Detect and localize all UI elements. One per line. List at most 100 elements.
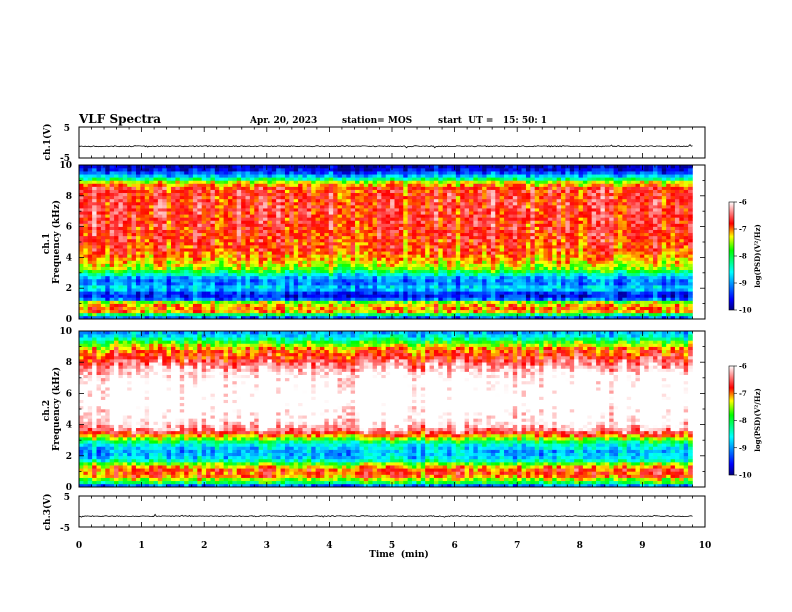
spectrogram-cell: [320, 291, 325, 295]
spectrogram-cell: [153, 254, 159, 258]
spectrogram-cell: [227, 245, 233, 249]
spectrogram-cell: [114, 168, 119, 172]
spectrogram-cell: [320, 201, 325, 206]
spectrogram-cell: [175, 198, 181, 203]
spectrogram-cell: [355, 177, 360, 181]
spectrogram-cell: [127, 254, 132, 258]
spectrogram-cell: [96, 180, 102, 184]
spectrogram-cell: [346, 217, 351, 221]
spectrogram-cell: [197, 248, 202, 252]
spectrogram-cell: [109, 297, 115, 301]
spectrogram-cell: [206, 174, 211, 178]
spectrogram-cell: [263, 211, 268, 215]
spectrogram-cell: [223, 183, 229, 187]
spectrogram-cell: [162, 263, 167, 267]
spectrogram-cell: [390, 275, 395, 280]
spectrogram-cell: [495, 291, 500, 295]
spectrogram-cell: [140, 177, 146, 181]
spectrogram-cell: [83, 171, 89, 175]
spectrogram-cell: [153, 183, 159, 187]
spectrogram-cell: [192, 248, 198, 252]
spectrogram-cell: [114, 269, 119, 274]
spectrogram-cell: [184, 263, 189, 267]
spectrogram-cell: [114, 291, 119, 295]
spectrogram-cell: [490, 291, 496, 295]
spectrogram-cell: [127, 198, 132, 203]
spectrogram-cell: [320, 288, 325, 292]
spectrogram-cell: [249, 211, 255, 215]
spectrogram-cell: [227, 282, 233, 286]
spectrogram-cell: [140, 312, 146, 317]
spectrogram-cell: [311, 248, 316, 252]
spectrogram-cell: [455, 248, 461, 252]
spectrogram-cell: [92, 288, 97, 292]
spectrogram-cell: [284, 263, 290, 267]
spectrogram-cell: [140, 186, 146, 190]
spectrogram-cell: [385, 266, 391, 271]
spectrogram-cell: [350, 189, 356, 194]
spectrogram-cell: [490, 278, 496, 283]
spectrogram-cell: [135, 229, 141, 234]
spectrogram-cell: [376, 294, 382, 298]
spectrogram-cell: [276, 229, 281, 234]
spectrogram-cell: [219, 201, 224, 206]
spectrogram-cell: [460, 266, 465, 271]
spectrogram-cell: [359, 171, 365, 175]
spectrogram-cell: [118, 229, 124, 234]
spectrogram-cell: [197, 303, 202, 307]
spectrogram-cell: [495, 177, 500, 181]
spectrogram-cell: [192, 251, 198, 255]
spectrogram-cell: [293, 257, 299, 261]
spectrogram-cell: [477, 315, 483, 320]
spectrogram-cell: [504, 282, 509, 286]
spectrogram-cell: [328, 294, 334, 298]
spectrogram-cell: [131, 189, 137, 194]
spectrogram-cell: [381, 226, 387, 230]
spectrogram-cell: [210, 223, 216, 227]
spectrogram-cell: [438, 312, 443, 317]
spectrogram-cell: [333, 186, 338, 190]
spectrogram-cell: [232, 165, 238, 169]
spectrogram-cell: [376, 208, 382, 212]
spectrogram-cell: [372, 257, 378, 261]
spectrogram-cell: [398, 312, 404, 317]
spectrogram-cell: [499, 205, 505, 209]
spectrogram-cell: [87, 297, 93, 301]
spectrogram-cell: [368, 229, 373, 234]
spectrogram-cell: [311, 285, 316, 289]
spectrogram-cell: [236, 198, 242, 203]
spectrogram-cell: [96, 248, 102, 252]
spectrogram-cell: [92, 285, 97, 289]
spectrogram-cell: [464, 223, 470, 227]
spectrogram-cell: [298, 269, 303, 274]
spectrogram-cell: [385, 165, 391, 169]
spectrogram-cell: [79, 266, 84, 271]
spectrogram-cell: [157, 208, 163, 212]
spectrogram-cell: [363, 297, 369, 301]
spectrogram-cell: [482, 223, 487, 227]
spectrogram-cell: [473, 174, 479, 178]
spectrogram-cell: [433, 177, 439, 181]
spectrogram-cell: [447, 183, 452, 187]
spectrogram-cell: [192, 300, 198, 304]
spectrogram-cell: [171, 309, 176, 314]
spectrogram-cell: [122, 217, 128, 221]
spectrogram-cell: [267, 180, 273, 184]
spectrogram-cell: [144, 300, 150, 304]
spectrogram-cell: [83, 192, 89, 197]
spectrogram-cell: [241, 220, 246, 224]
spectrogram-cell: [416, 312, 422, 317]
spectrogram-cell: [359, 251, 365, 255]
spectrogram-cell: [438, 211, 443, 215]
spectrogram-cell: [398, 205, 404, 209]
spectrogram-cell: [355, 217, 360, 221]
spectrogram-cell: [311, 186, 316, 190]
spectrogram-cell: [162, 223, 167, 227]
spectrogram-cell: [280, 245, 286, 249]
spectrogram-cell: [438, 266, 443, 271]
spectrogram-cell: [381, 260, 387, 264]
spectrogram-cell: [328, 180, 334, 184]
spectrogram-cell: [306, 214, 312, 218]
spectrogram-cell: [451, 245, 457, 249]
spectrogram-cell: [175, 226, 181, 230]
